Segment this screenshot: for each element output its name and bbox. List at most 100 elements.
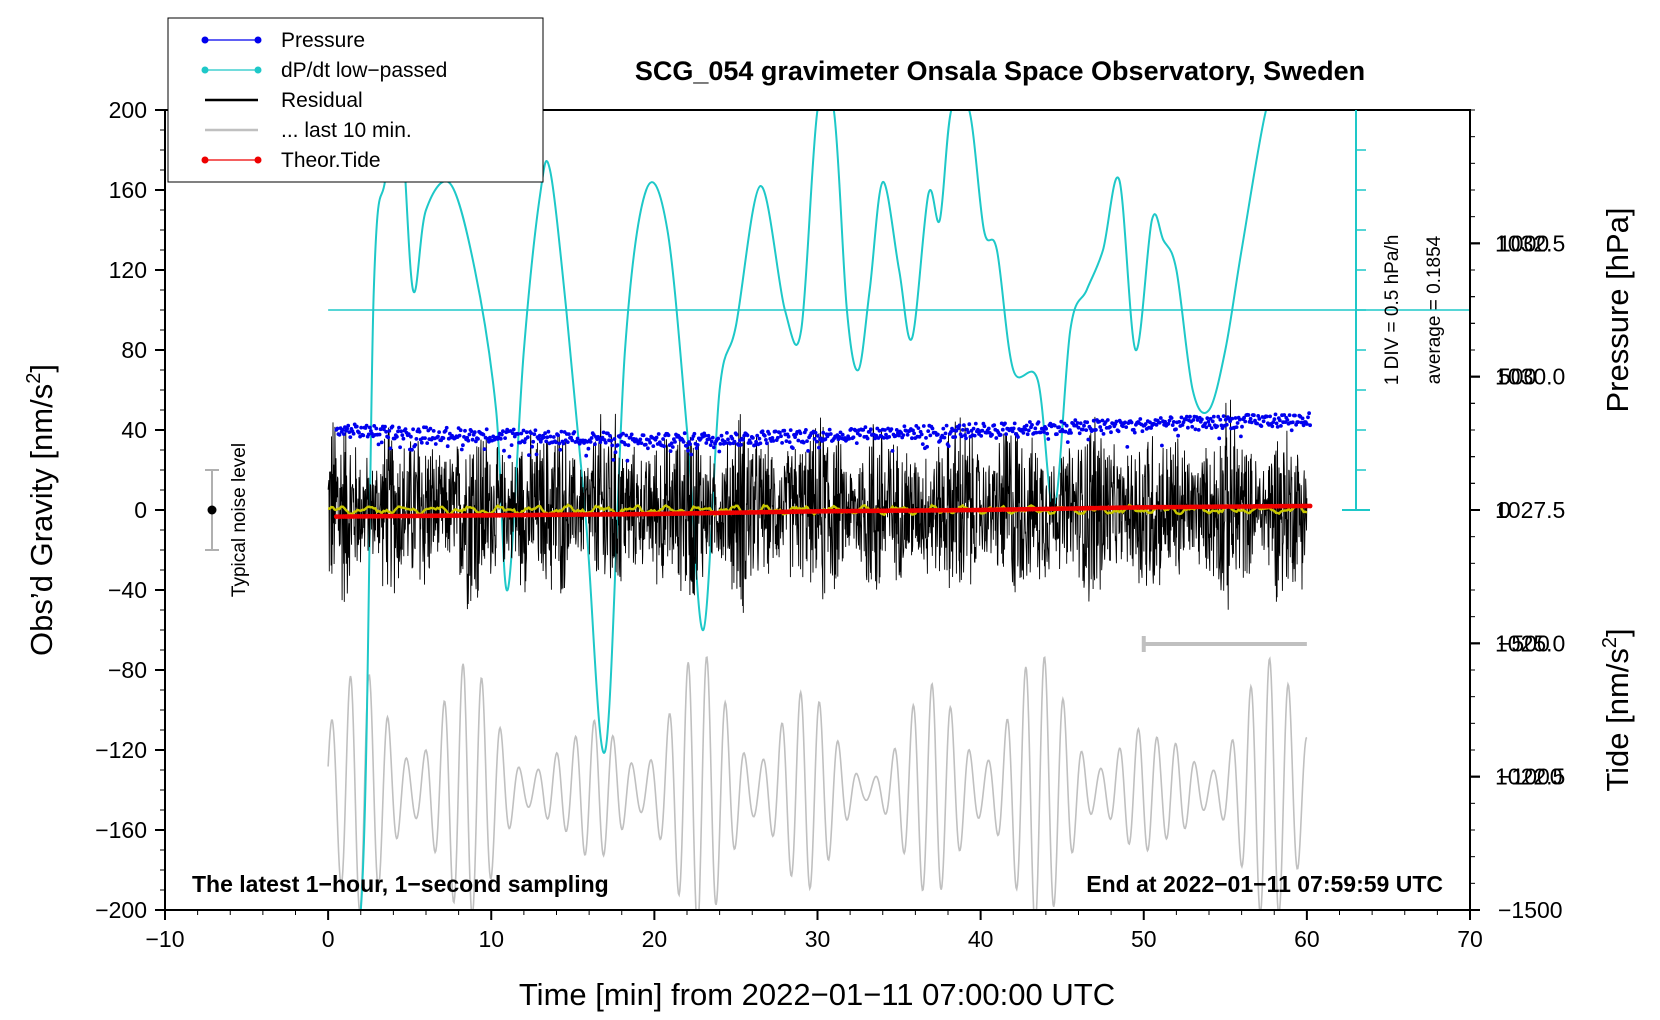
pressure-point: [367, 425, 372, 430]
pressure-point: [716, 436, 721, 441]
pressure-point: [938, 438, 942, 443]
pressure-point: [1064, 423, 1069, 428]
pressure-point: [1091, 418, 1096, 423]
pressure-point: [902, 424, 907, 429]
pressure-point: [400, 433, 405, 437]
pressure-point: [1221, 414, 1226, 418]
pressure-point: [956, 426, 961, 431]
pressure-point: [414, 437, 419, 441]
pressure-point: [1287, 413, 1292, 417]
pressure-point: [1026, 428, 1031, 433]
pressure-point: [779, 434, 783, 439]
pressure-point: [840, 432, 845, 437]
pressure-point: [1270, 424, 1275, 429]
x-axis-title: Time [min] from 2022−01−11 07:00:00 UTC: [519, 977, 1115, 1012]
legend-label: ... last 10 min.: [281, 119, 412, 142]
pressure-point: [1078, 421, 1083, 426]
pressure-point: [536, 436, 541, 441]
pressure-point: [815, 434, 820, 438]
pressure-point: [615, 443, 620, 447]
x-axis-ticks: −10 0 10 20 30 40 50 60 70: [145, 910, 1483, 952]
series-theor-tide: [333, 503, 1313, 519]
legend-swatch-marker: [201, 36, 209, 44]
pressure-point: [501, 429, 505, 434]
y-main-axis-ticks: 200 160 120 80 40 0 −40 −80 −120 −160 −200: [95, 97, 165, 923]
pressure-point: [917, 434, 922, 439]
pressure-point: [410, 447, 414, 452]
pressure-point: [998, 433, 1003, 437]
pressure-point: [798, 431, 803, 436]
pressure-point: [1275, 425, 1280, 429]
pressure-point: [648, 440, 652, 445]
pressure-point: [603, 440, 608, 445]
pressure-point: [1129, 420, 1134, 425]
pressure-point: [379, 440, 384, 445]
pressure-point: [406, 432, 411, 437]
pressure-point: [376, 442, 381, 447]
pressure-point: [796, 438, 801, 443]
pressure-point: [383, 424, 387, 429]
pressure-point: [972, 433, 977, 438]
pressure-point: [793, 435, 797, 439]
pressure-point: [912, 431, 916, 436]
pressure-point: [624, 433, 629, 438]
pressure-point: [982, 424, 987, 429]
pressure-point: [889, 427, 894, 431]
pressure-point: [1237, 417, 1242, 422]
pressure-point: [584, 453, 589, 458]
pressure-point: [1109, 430, 1113, 435]
pressure-point: [865, 436, 870, 441]
pressure-point: [944, 423, 949, 428]
pressure-point: [1252, 413, 1256, 418]
pressure-point: [986, 426, 991, 431]
pressure-point: [877, 428, 882, 433]
pressure-point: [575, 436, 580, 441]
legend-swatch-marker: [201, 66, 209, 74]
pressure-point: [1097, 419, 1101, 424]
pressure-point: [398, 445, 402, 450]
y-tide-tick-label: 500: [1498, 364, 1536, 390]
pressure-point: [1296, 420, 1301, 424]
x-tick-label: 10: [478, 926, 504, 952]
pressure-point: [1003, 421, 1007, 426]
pressure-point: [401, 436, 406, 441]
x-tick-label: 0: [322, 926, 335, 952]
pressure-point: [806, 449, 810, 453]
pressure-point: [703, 433, 708, 438]
pressure-point: [656, 432, 661, 436]
series-last-10-min: [327, 655, 1308, 910]
pressure-point: [621, 431, 625, 436]
pressure-point: [1186, 425, 1190, 430]
y-main-tick-label: −40: [108, 577, 147, 603]
y-main-tick-label: 80: [121, 337, 147, 363]
pressure-point: [1248, 416, 1253, 421]
pressure-point: [924, 436, 928, 440]
residual-line: [327, 399, 1308, 613]
dpdt-scale-label: 1 DIV = 0.5 hPa/h: [1382, 235, 1403, 386]
pressure-point: [1176, 433, 1180, 438]
pressure-point: [364, 423, 369, 428]
y-tide-tick-label: −1500: [1498, 897, 1563, 923]
pressure-point: [911, 428, 915, 433]
pressure-point: [728, 441, 733, 446]
pressure-point: [971, 426, 976, 431]
y-tide-tick-label: 1000: [1498, 230, 1549, 256]
dpdt-average-label: average = 0.1854: [1424, 235, 1445, 384]
pressure-point: [608, 433, 612, 438]
pressure-point: [503, 436, 507, 440]
pressure-point: [893, 434, 898, 438]
pressure-point: [765, 441, 769, 446]
pressure-point: [557, 441, 562, 446]
pressure-point: [1036, 420, 1041, 424]
pressure-point: [428, 426, 433, 431]
pressure-point: [1166, 421, 1171, 426]
y-main-tick-label: 200: [109, 97, 147, 123]
pressure-point: [883, 428, 887, 432]
pressure-point: [1308, 423, 1312, 428]
pressure-point: [537, 433, 542, 438]
pressure-point: [1124, 425, 1129, 429]
pressure-point: [469, 429, 474, 434]
y-pressure-tick-label: 1025.0: [1495, 630, 1565, 656]
y-tide-tick-label: 0: [1498, 497, 1511, 523]
